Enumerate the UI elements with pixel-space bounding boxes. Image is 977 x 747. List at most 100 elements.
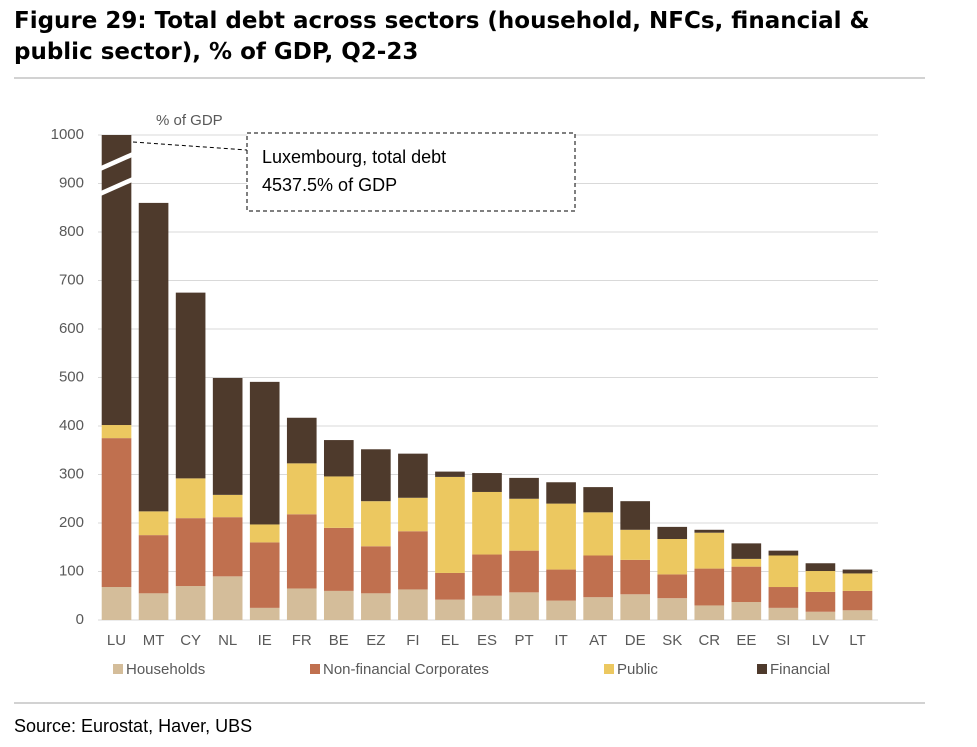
annotation-line: 4537.5% of GDP <box>262 175 397 195</box>
bar-segment <box>249 381 280 525</box>
bar-segment <box>546 569 576 601</box>
bar-segment <box>101 438 132 588</box>
bar-segment <box>212 494 243 518</box>
bar-segment <box>694 568 725 606</box>
bar-segment <box>583 555 613 598</box>
bar-segment <box>768 607 799 620</box>
x-tick-label: CR <box>698 632 720 649</box>
bar-segment <box>175 478 206 519</box>
bar-segment <box>361 501 391 547</box>
bar-segment <box>398 589 428 620</box>
x-tick-label: LU <box>107 632 126 649</box>
bar-segment <box>175 292 206 479</box>
bar-segment <box>694 532 725 569</box>
legend-label: Public <box>617 661 658 678</box>
x-tick-label: EL <box>441 632 459 649</box>
bar-segment <box>657 526 688 540</box>
annotation-line: Luxembourg, total debt <box>262 147 446 167</box>
bar-segment <box>509 498 539 551</box>
bar-segment <box>138 535 169 594</box>
bar-segment <box>731 602 762 620</box>
bar-segment <box>842 573 873 591</box>
bar-segment <box>101 425 132 439</box>
bar-segment <box>731 566 762 603</box>
y-tick-label: 100 <box>59 562 84 579</box>
bar-segment <box>620 594 651 620</box>
x-tick-label: IT <box>554 632 567 649</box>
bar-segment <box>583 512 613 556</box>
bar-segment <box>768 550 799 556</box>
bar-segment <box>138 593 169 620</box>
annotation-box <box>246 132 576 212</box>
bar-segment <box>249 607 280 620</box>
bar-segment <box>805 571 836 592</box>
x-tick-label: LV <box>812 632 829 649</box>
legend-swatch <box>757 664 767 674</box>
legend-label: Non-financial Corporates <box>323 661 489 678</box>
bar-segment <box>731 558 762 567</box>
bar-segment <box>398 497 428 532</box>
bar-segment <box>509 592 539 620</box>
bar-segment <box>472 554 502 596</box>
bar-segment <box>398 453 428 498</box>
bar-segment <box>361 546 391 594</box>
bar-segment <box>138 202 169 512</box>
x-tick-label: EZ <box>366 632 385 649</box>
bar-segment <box>546 482 576 504</box>
bar-segment <box>805 611 836 620</box>
x-tick-label: LT <box>849 632 865 649</box>
x-tick-label: BE <box>329 632 349 649</box>
legend-swatch <box>310 664 320 674</box>
bar-segment <box>212 377 243 495</box>
bar-segment <box>583 487 613 513</box>
bar-segment <box>249 542 280 608</box>
bar-segment <box>361 593 391 620</box>
legend-swatch <box>113 664 123 674</box>
bar-segment <box>361 449 391 502</box>
bar-segment <box>435 476 465 573</box>
bar-segment <box>101 587 132 620</box>
bar-segment <box>286 588 317 620</box>
bar-segment <box>546 600 576 620</box>
bar-segment <box>657 574 688 599</box>
x-tick-label: NL <box>218 632 237 649</box>
bar-segment <box>286 514 317 589</box>
x-tick-label: FI <box>406 632 419 649</box>
y-tick-label: 1000 <box>51 126 84 143</box>
bar-segment <box>842 590 873 611</box>
bar-segment <box>435 572 465 600</box>
y-tick-label: 900 <box>59 174 84 191</box>
bar-segment <box>546 503 576 570</box>
bar-segment <box>435 599 465 620</box>
x-tick-label: FR <box>292 632 312 649</box>
bar-segment <box>472 595 502 620</box>
bar-segment <box>620 501 651 530</box>
y-unit-label: % of GDP <box>156 112 223 129</box>
y-tick-label: 300 <box>59 465 84 482</box>
source: Source: Eurostat, Haver, UBS <box>14 716 252 736</box>
axis-break <box>100 177 133 196</box>
bar-segment <box>472 473 502 492</box>
bar-segment <box>435 471 465 477</box>
y-tick-label: 0 <box>76 611 84 628</box>
bar-segment <box>175 518 206 587</box>
bar-segment <box>212 576 243 620</box>
bar-segment <box>805 591 836 612</box>
bar-segment <box>323 590 354 620</box>
bar-segment <box>175 586 206 620</box>
annotation-leader <box>132 141 248 151</box>
x-tick-label: MT <box>143 632 165 649</box>
bar-segment <box>694 605 725 620</box>
legend-label: Financial <box>770 661 830 678</box>
y-tick-label: 800 <box>59 223 84 240</box>
x-tick-label: ES <box>477 632 497 649</box>
x-tick-label: CY <box>180 632 201 649</box>
y-tick-label: 400 <box>59 417 84 434</box>
bar-segment <box>694 529 725 533</box>
bar-segment <box>138 511 169 536</box>
y-tick-label: 500 <box>59 368 84 385</box>
bar-segment <box>472 491 502 555</box>
bar-segment <box>249 524 280 543</box>
